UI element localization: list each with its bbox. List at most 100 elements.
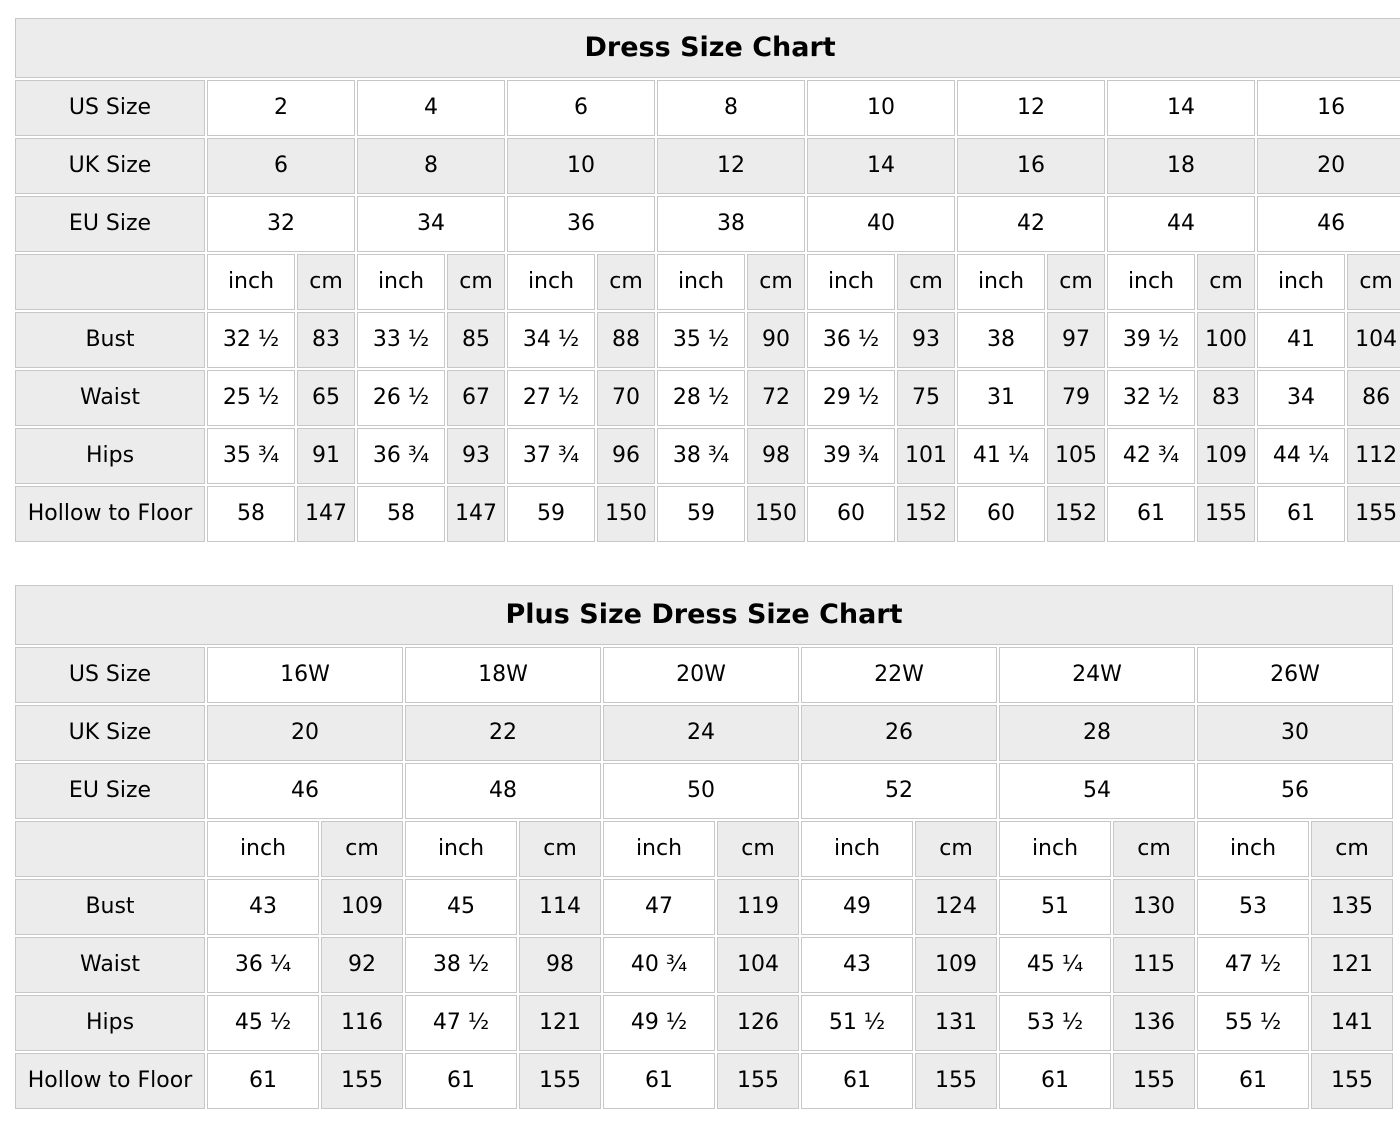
measurement-value-cm: 155 [321,1053,403,1109]
row-label-uk-size: UK Size [15,705,205,761]
measurement-value-inch: 45 [405,879,517,935]
measurement-value-inch: 41 [1257,312,1345,368]
measurement-value-inch: 40 ¾ [603,937,715,993]
measurement-value-inch: 43 [207,879,319,935]
table-title: Dress Size Chart [15,18,1400,78]
unit-header-cm: cm [1197,254,1255,310]
table-title-row: Plus Size Dress Size Chart [15,585,1394,645]
measurement-value-cm: 155 [717,1053,799,1109]
unit-header-inch: inch [957,254,1045,310]
size-value: 52 [801,763,997,819]
table-row-eu-size: EU Size 46 48 50 52 54 56 [15,763,1394,819]
measurement-value-inch: 37 ¾ [507,428,595,484]
unit-header-inch: inch [807,254,895,310]
measurement-value-cm: 116 [321,995,403,1051]
measurement-value-cm: 109 [1197,428,1255,484]
measurement-value-cm: 67 [447,370,505,426]
size-value: 12 [657,138,805,194]
measurement-value-inch: 53 [1197,879,1309,935]
measurement-value-cm: 152 [897,486,955,542]
measurement-value-cm: 100 [1197,312,1255,368]
measurement-value-cm: 92 [321,937,403,993]
measurement-value-inch: 59 [507,486,595,542]
table-row-uk-size: UK Size 20 22 24 26 28 30 [15,705,1394,761]
table-row-us-size: US Size 2 4 6 8 10 12 14 16 [15,80,1400,136]
row-label-us-size: US Size [15,80,205,136]
unit-header-cm: cm [717,821,799,877]
measurement-value-cm: 150 [747,486,805,542]
size-value: 22W [801,647,997,703]
measurement-value-inch: 59 [657,486,745,542]
row-label-waist: Waist [15,370,205,426]
size-value: 38 [657,196,805,252]
corner-cell [15,821,205,877]
size-value: 30 [1197,705,1394,761]
table-row-waist: Waist 36 ¼ 92 38 ½ 98 40 ¾ 104 43 109 45 ¼ 115 47 ½… [15,937,1394,993]
measurement-value-cm: 85 [447,312,505,368]
dress-size-chart-table: Dress Size Chart US Size 2 4 6 8 10 12 14 16 UK S… [13,16,1400,544]
size-value: 18W [405,647,601,703]
size-value: 10 [807,80,955,136]
measurement-value-cm: 155 [1311,1053,1394,1109]
measurement-value-cm: 121 [1311,937,1394,993]
measurement-value-cm: 83 [297,312,355,368]
measurement-value-cm: 104 [717,937,799,993]
measurement-value-cm: 109 [321,879,403,935]
size-value: 28 [999,705,1195,761]
measurement-value-cm: 155 [1113,1053,1195,1109]
measurement-value-inch: 60 [807,486,895,542]
measurement-value-cm: 135 [1311,879,1394,935]
measurement-value-inch: 61 [801,1053,913,1109]
measurement-value-cm: 72 [747,370,805,426]
measurement-value-inch: 61 [603,1053,715,1109]
unit-header-cm: cm [897,254,955,310]
row-label-uk-size: UK Size [15,138,205,194]
size-value: 16 [957,138,1105,194]
table-row-bust: Bust 43 109 45 114 47 119 49 124 51 130 53 135 [15,879,1394,935]
measurement-value-inch: 58 [207,486,295,542]
unit-header-inch: inch [405,821,517,877]
size-value: 54 [999,763,1195,819]
size-value: 26 [801,705,997,761]
unit-header-cm: cm [519,821,601,877]
measurement-value-inch: 45 ½ [207,995,319,1051]
corner-cell [15,254,205,310]
row-label-hollow-to-floor: Hollow to Floor [15,1053,205,1109]
size-value: 48 [405,763,601,819]
measurement-value-inch: 41 ¼ [957,428,1045,484]
measurement-value-inch: 61 [1257,486,1345,542]
row-label-eu-size: EU Size [15,196,205,252]
measurement-value-inch: 38 ¾ [657,428,745,484]
measurement-value-cm: 90 [747,312,805,368]
measurement-value-inch: 61 [1107,486,1195,542]
unit-header-inch: inch [1197,821,1309,877]
table-row-waist: Waist 25 ½ 65 26 ½ 67 27 ½ 70 28 ½ 72 29 ½ 75 31 79 3… [15,370,1400,426]
measurement-value-cm: 155 [519,1053,601,1109]
table-row-eu-size: EU Size 32 34 36 38 40 42 44 46 [15,196,1400,252]
measurement-value-inch: 49 ½ [603,995,715,1051]
measurement-value-cm: 109 [915,937,997,993]
size-value: 26W [1197,647,1394,703]
measurement-value-inch: 51 ½ [801,995,913,1051]
unit-header-row: inch cm inch cm inch cm inch cm inch cm inch cm inch… [15,254,1400,310]
unit-header-cm: cm [1113,821,1195,877]
row-label-bust: Bust [15,879,205,935]
measurement-value-inch: 29 ½ [807,370,895,426]
row-label-bust: Bust [15,312,205,368]
unit-header-inch: inch [207,254,295,310]
measurement-value-cm: 97 [1047,312,1105,368]
table-row-hollow-to-floor: Hollow to Floor 58 147 58 147 59 150 59 150 60 152… [15,486,1400,542]
measurement-value-cm: 131 [915,995,997,1051]
unit-header-inch: inch [507,254,595,310]
measurement-value-inch: 36 ¾ [357,428,445,484]
measurement-value-inch: 38 ½ [405,937,517,993]
unit-header-inch: inch [1107,254,1195,310]
measurement-value-cm: 155 [915,1053,997,1109]
unit-header-inch: inch [801,821,913,877]
measurement-value-inch: 49 [801,879,913,935]
table-title-row: Dress Size Chart [15,18,1400,78]
table-title: Plus Size Dress Size Chart [15,585,1394,645]
size-value: 4 [357,80,505,136]
size-value: 32 [207,196,355,252]
